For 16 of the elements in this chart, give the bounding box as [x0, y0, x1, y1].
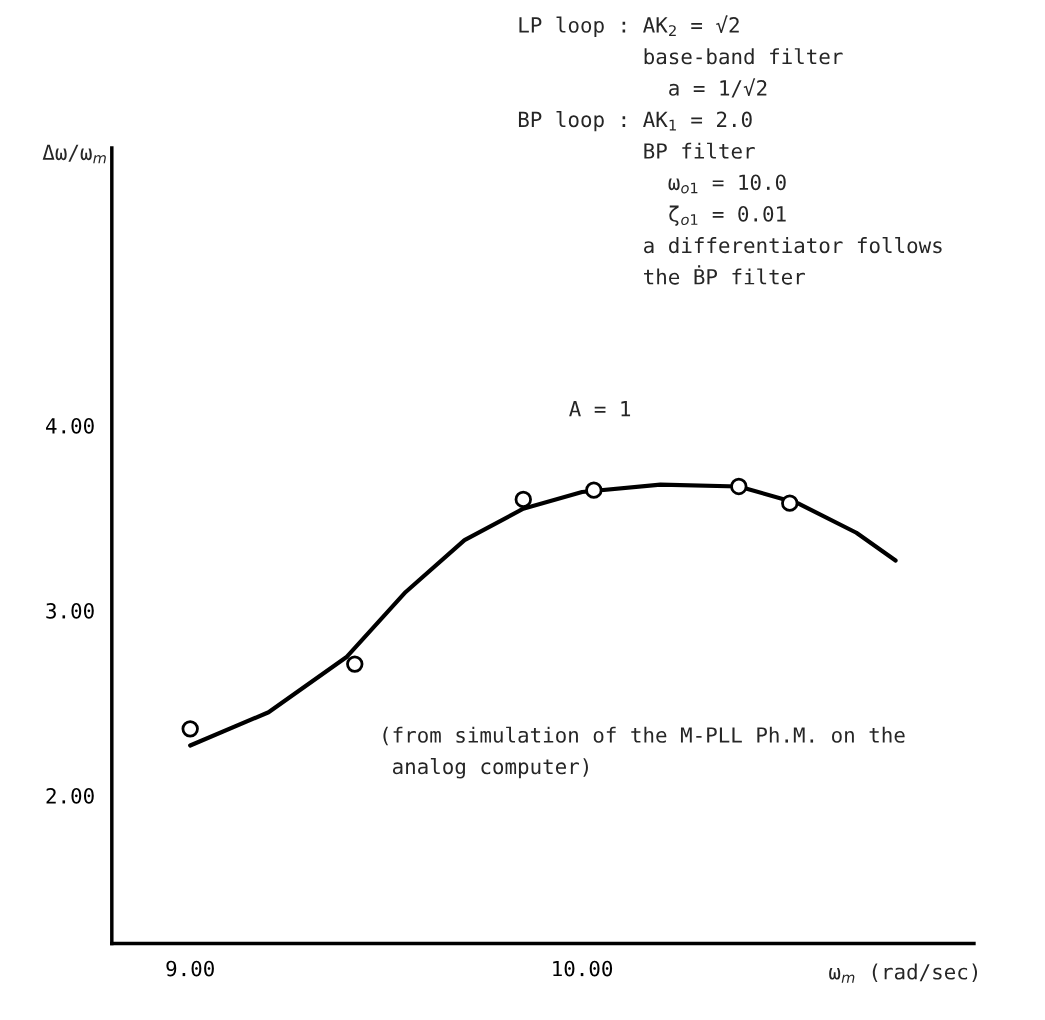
x-tick-label: 9.00	[166, 960, 214, 977]
annotation: (from simulation of the M-PLL Ph.M. on the analog computer)	[383, 726, 905, 779]
point	[514, 490, 532, 509]
y-tick-label: 2.00	[46, 787, 94, 804]
y-tick-label: 4.00	[46, 417, 94, 434]
annotation: A = 1	[569, 401, 631, 417]
y-tick-label: 3.00	[46, 602, 94, 619]
point	[781, 494, 799, 512]
x-tick-label: 10.00	[553, 960, 613, 977]
text: ω$_{m}$ (rad/sec)	[829, 963, 978, 983]
y-axis-title: Δω/ω$_{m}$	[42, 144, 106, 164]
text: LP loop : AK$_{2}$ = √2 base-band filter a = 1/√2 BP loop : AK$_{1}$ = 2.0 BP filter ω$_{o1}$ = 10.0 ζ$_{o1}$ = 0.01 a differentiator follows the ḂP filter	[518, 15, 942, 285]
point	[585, 481, 603, 499]
point	[346, 655, 364, 673]
point	[181, 720, 199, 738]
point	[730, 477, 748, 496]
